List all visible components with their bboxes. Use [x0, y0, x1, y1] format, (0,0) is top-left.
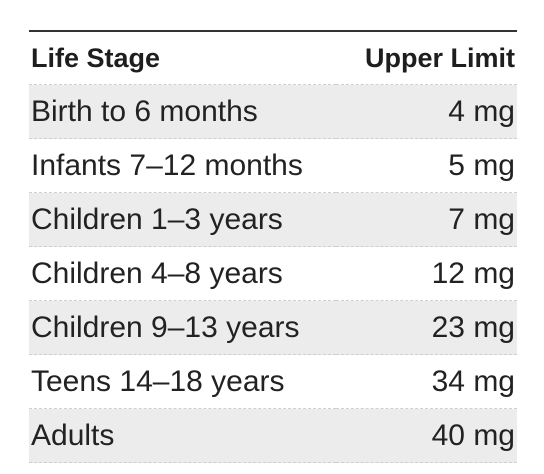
table-row: Adults 40 mg [29, 408, 517, 463]
life-stage-cell: Infants 7–12 months [29, 138, 336, 193]
life-stage-cell: Adults [29, 408, 336, 463]
header-life-stage: Life Stage [29, 32, 336, 85]
table-row: Birth to 6 months 4 mg [29, 84, 517, 139]
upper-limit-cell: 12 mg [335, 246, 517, 301]
table-top-rule [29, 30, 517, 32]
life-stage-cell: Children 1–3 years [29, 192, 336, 247]
upper-limit-cell: 4 mg [335, 84, 517, 139]
table-row: Infants 7–12 months 5 mg [29, 138, 517, 193]
table-body: Birth to 6 months 4 mg Infants 7–12 mont… [29, 84, 517, 463]
upper-limit-cell: 7 mg [335, 192, 517, 247]
life-stage-cell: Children 9–13 years [29, 300, 336, 355]
header-row: Life Stage Upper Limit [29, 32, 517, 85]
header-upper-limit: Upper Limit [335, 32, 517, 85]
upper-limit-cell: 5 mg [335, 138, 517, 193]
upper-limit-cell: 40 mg [335, 408, 517, 463]
table-row: Teens 14–18 years 34 mg [29, 354, 517, 409]
table-row: Children 1–3 years 7 mg [29, 192, 517, 247]
life-stage-cell: Children 4–8 years [29, 246, 336, 301]
upper-limit-cell: 23 mg [335, 300, 517, 355]
table-row: Children 9–13 years 23 mg [29, 300, 517, 355]
life-stage-cell: Birth to 6 months [29, 84, 336, 139]
upper-limit-table-container: Life Stage Upper Limit Birth to 6 months… [29, 30, 517, 463]
table-row: Children 4–8 years 12 mg [29, 246, 517, 301]
table-header: Life Stage Upper Limit [29, 32, 517, 85]
upper-limit-table: Life Stage Upper Limit Birth to 6 months… [29, 32, 517, 463]
life-stage-cell: Teens 14–18 years [29, 354, 336, 409]
upper-limit-cell: 34 mg [335, 354, 517, 409]
